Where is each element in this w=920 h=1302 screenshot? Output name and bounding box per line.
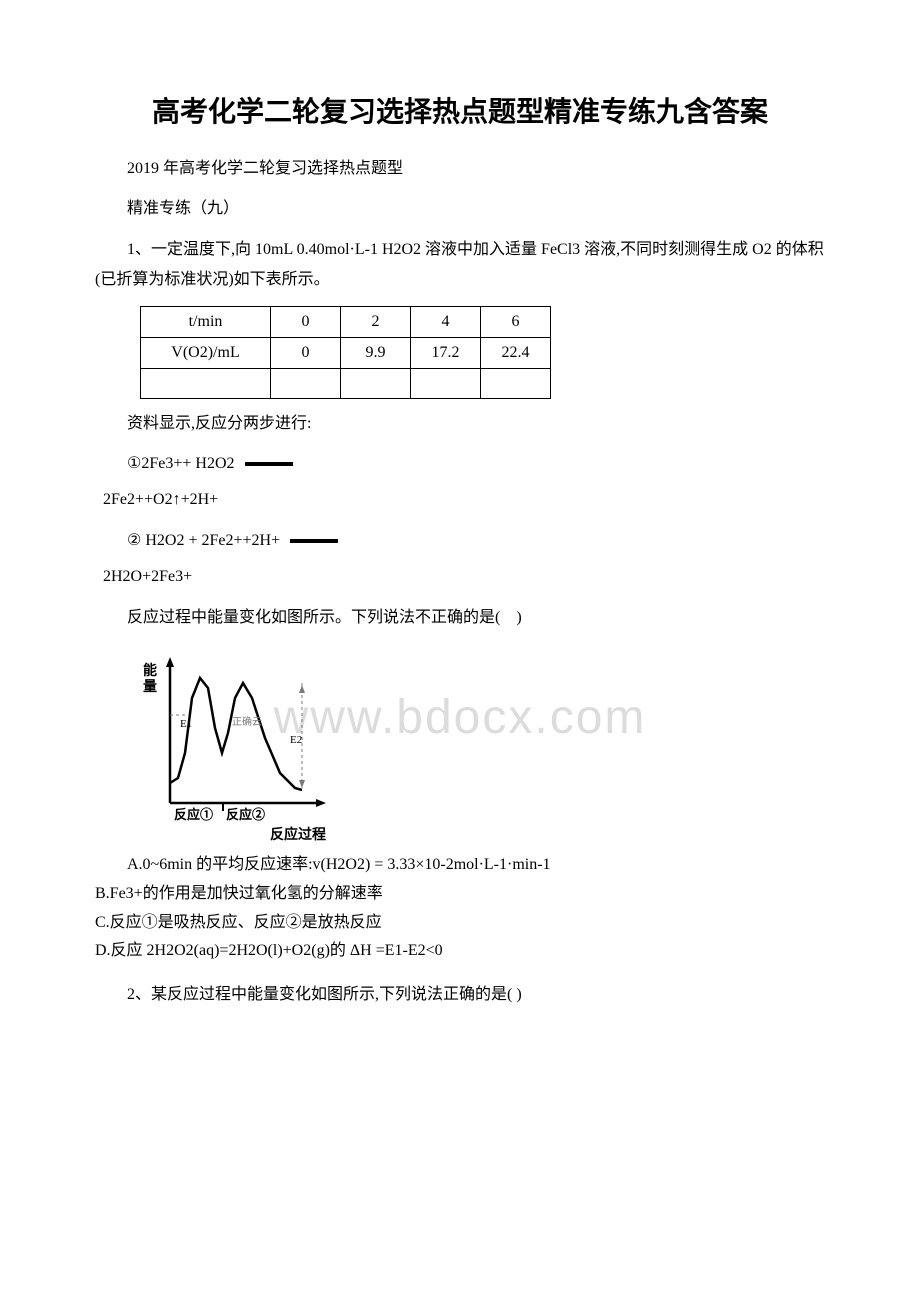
x-axis-label: 反应过程 [270, 826, 326, 843]
table-row [141, 368, 551, 398]
e2-up-arrow-icon [299, 685, 305, 693]
document-content: 高考化学二轮复习选择热点题型精准专练九含答案 2019 年高考化学二轮复习选择热… [95, 90, 825, 1010]
q1-material-line: 资料显示,反应分两步进行: [95, 409, 825, 439]
equation-1-result: 2Fe2++O2↑+2H+ [95, 485, 825, 515]
page-title: 高考化学二轮复习选择热点题型精准专练九含答案 [95, 90, 825, 130]
table-cell: 6 [481, 306, 551, 337]
table-cell: 0 [271, 306, 341, 337]
table-cell [341, 368, 411, 398]
reaction-arrow-icon [245, 462, 293, 466]
subtitle-1: 2019 年高考化学二轮复习选择热点题型 [95, 154, 825, 184]
table-cell: 9.9 [341, 337, 411, 368]
e2-down-arrow-icon [299, 780, 305, 788]
diagram-watermark: 正确云 [232, 715, 262, 728]
y-axis-arrow-icon [166, 657, 174, 667]
reaction1-label: 反应① [174, 807, 213, 822]
table-cell [141, 368, 271, 398]
table-cell [411, 368, 481, 398]
option-a: A.0~6min 的平均反应速率:v(H2O2) = 3.33×10-2mol·… [95, 851, 825, 880]
equation-1-text: ①2Fe3++ H2O2 [127, 455, 235, 472]
y-axis-label-2: 量 [143, 679, 157, 695]
equation-2-text: ② H2O2 + 2Fe2++2H+ [127, 532, 280, 549]
y-axis-label: 能 [143, 662, 157, 679]
energy-diagram-container: E1 E2 正确云 能 量 反应① 反应② 反应过程 [140, 643, 825, 843]
equation-2-label: ② H2O2 + 2Fe2++2H+ [95, 526, 825, 556]
equation-1-label: ①2Fe3++ H2O2 [95, 449, 825, 479]
table-cell [481, 368, 551, 398]
option-c: C.反应①是吸热反应、反应②是放热反应 [95, 909, 825, 938]
reaction2-label: 反应② [226, 807, 265, 822]
equation-2-result: 2H2O+2Fe3+ [95, 562, 825, 592]
table-cell: 0 [271, 337, 341, 368]
e1-label: E1 [180, 718, 192, 730]
table-cell: t/min [141, 306, 271, 337]
table-cell: 17.2 [411, 337, 481, 368]
table-row: V(O2)/mL 0 9.9 17.2 22.4 [141, 337, 551, 368]
subtitle-2: 精准专练（九） [95, 194, 825, 224]
x-axis-arrow-icon [316, 799, 326, 807]
table-cell: 2 [341, 306, 411, 337]
table-cell: V(O2)/mL [141, 337, 271, 368]
table-cell: 4 [411, 306, 481, 337]
q2-stem: 2、某反应过程中能量变化如图所示,下列说法正确的是( ) [95, 980, 825, 1010]
energy-curve [170, 678, 302, 790]
table-cell: 22.4 [481, 337, 551, 368]
option-d: D.反应 2H2O2(aq)=2H2O(l)+O2(g)的 ΔH =E1-E2<… [95, 937, 825, 966]
q1-stem: 1、一定温度下,向 10mL 0.40mol·L-1 H2O2 溶液中加入适量 … [95, 235, 825, 296]
table-row: t/min 0 2 4 6 [141, 306, 551, 337]
q1-diagram-line: 反应过程中能量变化如图所示。下列说法不正确的是( ) [95, 603, 825, 633]
option-b: B.Fe3+的作用是加快过氧化氢的分解速率 [95, 880, 825, 909]
energy-diagram: E1 E2 正确云 能 量 反应① 反应② 反应过程 [140, 643, 370, 843]
table-cell [271, 368, 341, 398]
data-table: t/min 0 2 4 6 V(O2)/mL 0 9.9 17.2 22.4 [140, 306, 551, 399]
q1-options: A.0~6min 的平均反应速率:v(H2O2) = 3.33×10-2mol·… [95, 851, 825, 966]
e2-label: E2 [290, 734, 302, 746]
reaction-arrow-icon [290, 539, 338, 543]
